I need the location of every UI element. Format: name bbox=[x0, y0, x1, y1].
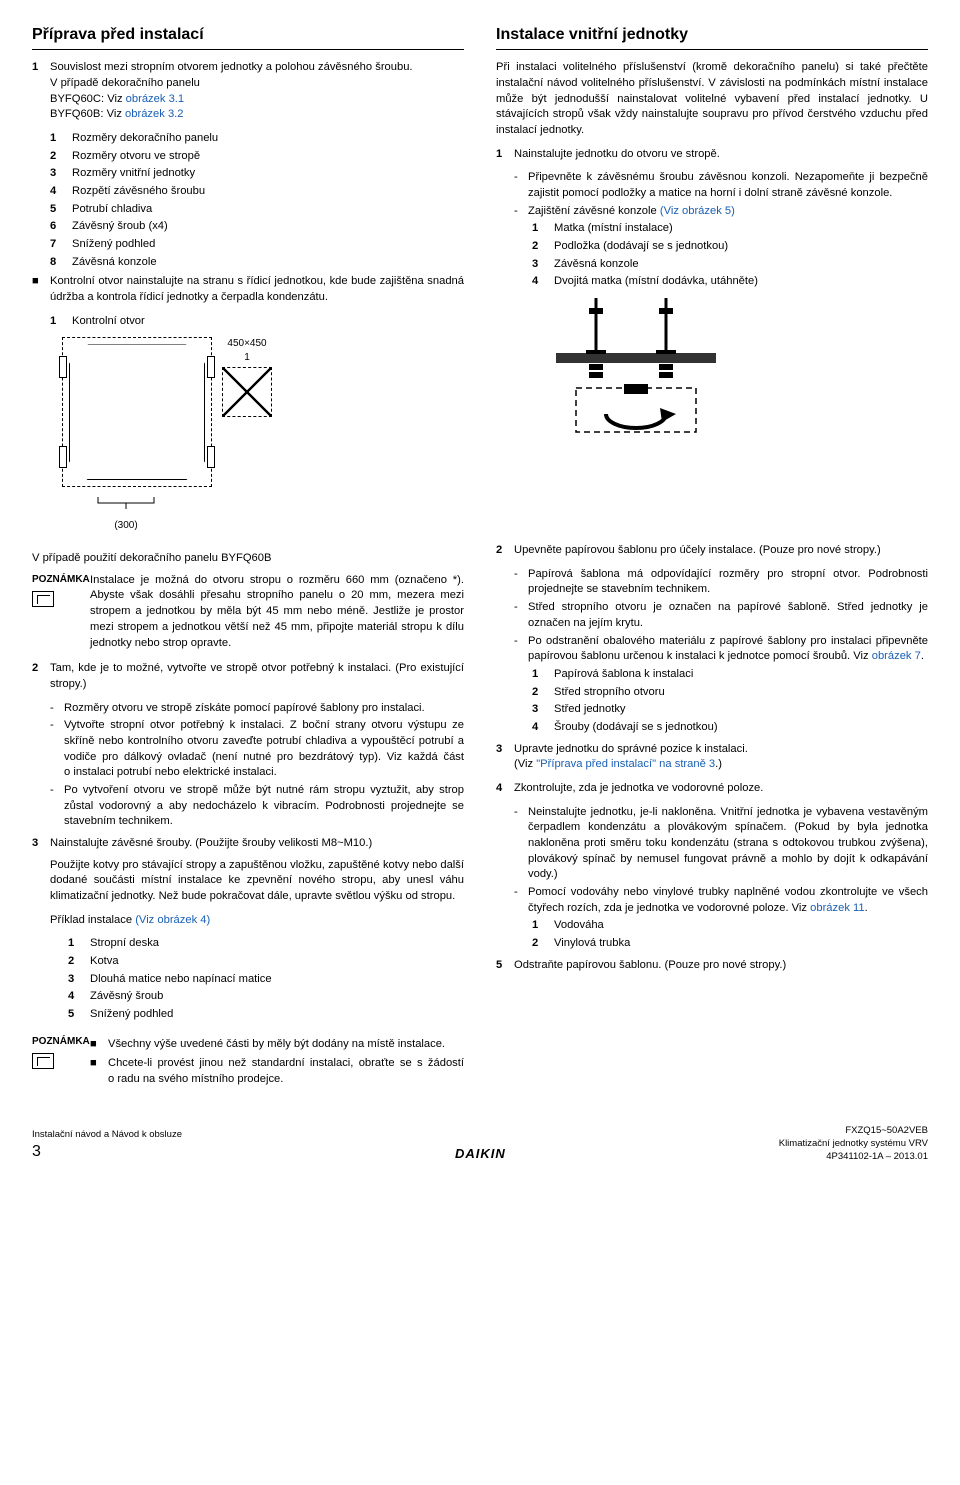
dim-300: (300) bbox=[96, 519, 156, 533]
link-obrazek-5[interactable]: (Viz obrázek 5) bbox=[660, 205, 735, 217]
right-4-dashes: -Neinstalujte jednotku, je-li nakloněna.… bbox=[514, 805, 928, 917]
right-item-3: 3 Upravte jednotku do správné pozice k i… bbox=[496, 742, 928, 773]
bracket-install-figure bbox=[536, 298, 928, 444]
left-item-3: 3 Nainstalujte závěsné šrouby. (Použijte… bbox=[32, 836, 464, 928]
right-2-legend: 1Papírová šablona k instalaci 2Střed str… bbox=[532, 667, 928, 736]
upper-columns: Příprava před instalací 1 Souvislost mez… bbox=[32, 24, 928, 533]
right-lower: 2 Upevněte papírovou šablonu pro účely i… bbox=[496, 543, 928, 1105]
bracket-svg-figure bbox=[536, 298, 736, 438]
page-footer: Instalační návod a Návod k obsluze 3 DAI… bbox=[32, 1124, 928, 1164]
text: V případě dekoračního panelu bbox=[50, 77, 200, 89]
note-icon bbox=[32, 591, 54, 607]
control-hole-box bbox=[222, 367, 272, 417]
footer-left: Instalační návod a Návod k obsluze 3 bbox=[32, 1128, 182, 1164]
right-2-dashes: -Papírová šablona má odpovídající rozměr… bbox=[514, 567, 928, 665]
link-obrazek-3-1[interactable]: obrázek 3.1 bbox=[126, 93, 184, 105]
dim-and-small: 450×450 1 bbox=[222, 337, 272, 417]
text: Souvislost mezi stropním otvorem jednotk… bbox=[50, 61, 413, 73]
octagon-box bbox=[62, 337, 212, 487]
link-obrazek-3-2[interactable]: obrázek 3.2 bbox=[125, 108, 183, 120]
poznamka-1-body: Instalace je možná do otvoru stropu o ro… bbox=[90, 573, 464, 651]
right-1-dashes: -Připevněte k závěsnému šroubu závěsnou … bbox=[514, 170, 928, 219]
right-item-1: 1 Nainstalujte jednotku do otvoru ve str… bbox=[496, 147, 928, 163]
left-legend-1: 1Rozměry dekoračního panelu 2Rozměry otv… bbox=[50, 131, 464, 270]
left-sublegend: 1Kontrolní otvor bbox=[50, 314, 464, 330]
link-obrazek-7[interactable]: obrázek 7 bbox=[872, 650, 921, 662]
left-2-dashes: -Rozměry otvoru ve stropě získáte pomocí… bbox=[50, 701, 464, 830]
left-heading: Příprava před instalací bbox=[32, 24, 464, 50]
lower-columns: V případě použití dekoračního panelu BYF… bbox=[32, 543, 928, 1105]
poznamka-label-2: POZNÁMKA bbox=[32, 1035, 90, 1049]
left-item-1: 1 Souvislost mezi stropním otvorem jedno… bbox=[32, 60, 464, 123]
right-item-4: 4 Zkontrolujte, zda je jednotka ve vodor… bbox=[496, 781, 928, 797]
poznamka-label: POZNÁMKA bbox=[32, 573, 90, 587]
text: BYFQ60B: Viz bbox=[50, 108, 125, 120]
dim-450n: 1 bbox=[222, 351, 272, 365]
right-item-2: 2 Upevněte papírovou šablonu pro účely i… bbox=[496, 543, 928, 559]
right-1-legend: 1Matka (místní instalace) 2Podložka (dod… bbox=[532, 221, 928, 290]
footer-right: FXZQ15~50A2VEB Klimatizační jednotky sys… bbox=[779, 1124, 928, 1164]
left-lower: V případě použití dekoračního panelu BYF… bbox=[32, 543, 464, 1105]
right-heading: Instalace vnitřní jednotky bbox=[496, 24, 928, 50]
link-priprava-strana-3[interactable]: "Příprava před instalací" na straně 3 bbox=[536, 758, 715, 770]
dim-450: 450×450 bbox=[222, 337, 272, 351]
footer-brand: DAIKIN bbox=[455, 1145, 506, 1163]
poznamka-1: POZNÁMKA Instalace je možná do otvoru st… bbox=[32, 573, 464, 651]
page-number: 3 bbox=[32, 1141, 182, 1163]
link-obrazek-4[interactable]: (Viz obrázek 4) bbox=[135, 914, 210, 926]
ceiling-opening-figure: 450×450 1 bbox=[62, 337, 464, 487]
right-intro: Při instalaci volitelného příslušenství … bbox=[496, 60, 928, 138]
poznamka-2: POZNÁMKA ■Všechny výše uvedené části by … bbox=[32, 1035, 464, 1096]
left-3-legend: 1Stropní deska 2Kotva 3Dlouhá matice neb… bbox=[68, 936, 464, 1022]
left-square-note: ■ Kontrolní otvor nainstalujte na stranu… bbox=[32, 274, 464, 305]
right-4-legend: 1Vodováha 2Vinylová trubka bbox=[532, 918, 928, 951]
left-item-2: 2 Tam, kde je to možné, vytvořte ve stro… bbox=[32, 661, 464, 692]
bpanel-subhead: V případě použití dekoračního panelu BYF… bbox=[32, 551, 464, 567]
dim-300-bracket: (300) bbox=[96, 495, 464, 533]
link-obrazek-11[interactable]: obrázek 11 bbox=[810, 902, 865, 914]
right-column: Instalace vnitřní jednotky Při instalaci… bbox=[496, 24, 928, 533]
note-icon bbox=[32, 1053, 54, 1069]
text: BYFQ60C: Viz bbox=[50, 93, 126, 105]
left-column: Příprava před instalací 1 Souvislost mez… bbox=[32, 24, 464, 533]
right-item-5: 5 Odstraňte papírovou šablonu. (Pouze pr… bbox=[496, 958, 928, 974]
